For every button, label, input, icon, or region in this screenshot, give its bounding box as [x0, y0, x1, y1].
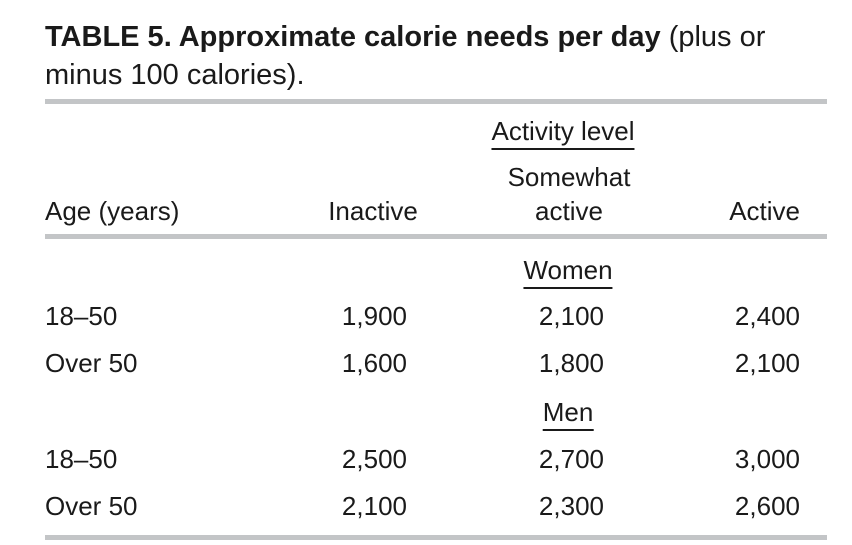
table-row-age: Over 50: [45, 348, 138, 378]
group-label-men: Men: [542, 397, 594, 431]
header-somewhat-line2: active: [535, 196, 603, 226]
table-row-age: 18–50: [45, 444, 118, 474]
table-cell-inactive: 2,500: [341, 444, 407, 474]
table-cell-active: 2,100: [734, 348, 800, 378]
header-inactive: Inactive: [328, 196, 418, 226]
table-cell-active: 2,600: [734, 491, 800, 521]
bottom-rule: [45, 535, 827, 540]
table-cell-somewhat: 2,700: [538, 444, 604, 474]
table-cell-somewhat: 1,800: [538, 348, 604, 378]
table-cell-inactive: 1,900: [341, 301, 407, 331]
table-title: TABLE 5. Approximate calorie needs per d…: [45, 21, 661, 53]
header-somewhat-line1: Somewhat: [507, 162, 631, 192]
header-age: Age (years): [45, 196, 180, 226]
group-label-women: Women: [523, 255, 613, 289]
table-cell-active: 2,400: [734, 301, 800, 331]
table-row-age: Over 50: [45, 491, 138, 521]
table-cell-active: 3,000: [734, 444, 800, 474]
table-cell-inactive: 2,100: [341, 491, 407, 521]
table-cell-somewhat: 2,100: [538, 301, 604, 331]
table-caption: TABLE 5. Approximate calorie needs per d…: [45, 18, 835, 94]
header-rule: [45, 234, 827, 239]
top-rule: [45, 99, 827, 104]
table-cell-somewhat: 2,300: [538, 491, 604, 521]
spanner-header: Activity level: [491, 116, 635, 150]
table-cell-inactive: 1,600: [341, 348, 407, 378]
header-active: Active: [729, 196, 800, 226]
table-row-age: 18–50: [45, 301, 118, 331]
table-caption-note: (plus or minus 100 calories).: [45, 21, 766, 91]
